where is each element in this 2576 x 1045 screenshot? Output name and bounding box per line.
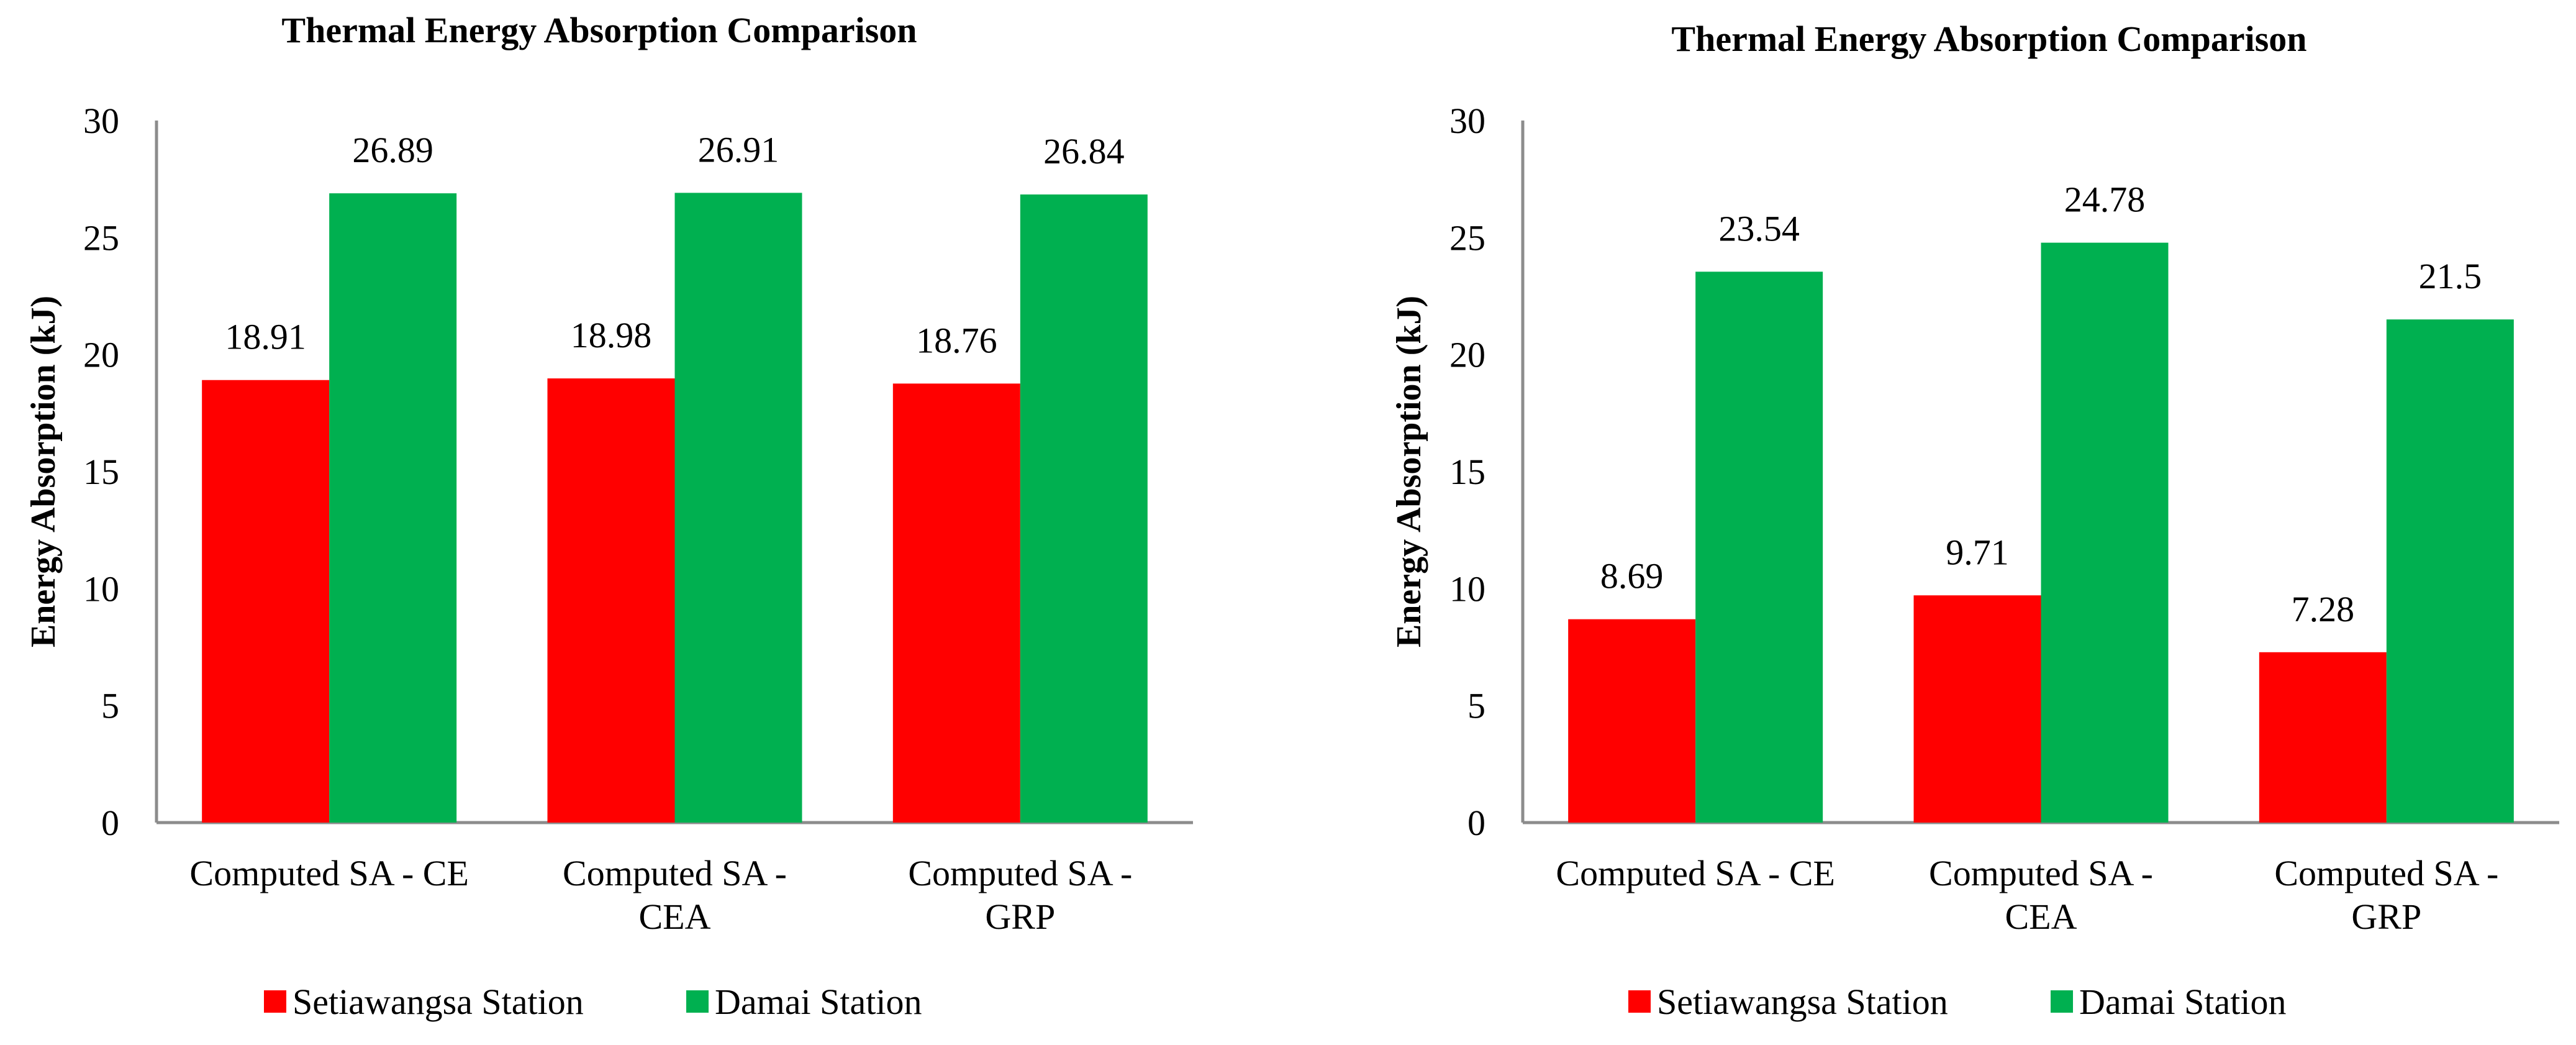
y-tick-label: 0: [1467, 803, 1485, 843]
bar-setiawangsa-2: [2259, 652, 2387, 823]
data-label: 18.98: [571, 315, 652, 355]
x-category-label: Computed SA -: [1929, 853, 2153, 893]
bar-damai-1: [2041, 242, 2169, 823]
bar-setiawangsa-0: [1568, 619, 1696, 823]
data-label: 26.89: [352, 130, 433, 170]
y-tick-label: 15: [1449, 452, 1485, 492]
x-category-label: GRP: [2351, 897, 2421, 937]
data-label: 26.84: [1043, 131, 1125, 171]
y-tick-label: 5: [101, 686, 119, 726]
y-tick-label: 15: [83, 452, 119, 492]
y-tick-label: 30: [83, 101, 119, 141]
y-tick-label: 25: [83, 217, 119, 258]
data-label: 21.5: [2419, 256, 2482, 296]
x-category-label: GRP: [985, 897, 1055, 937]
data-label: 9.71: [1946, 532, 2009, 572]
y-tick-label: 25: [1449, 217, 1485, 258]
data-label: 26.91: [698, 129, 779, 170]
legend-swatch: [1628, 990, 1651, 1013]
y-axis-label: Energy Absorption (kJ): [1390, 296, 1428, 647]
x-category-label: CEA: [2005, 897, 2077, 937]
x-category-label: Computed SA -: [2274, 853, 2498, 893]
legend-label: Setiawangsa Station: [1657, 982, 1948, 1022]
legend-label: Damai Station: [715, 982, 922, 1022]
x-category-label: Computed SA -: [563, 853, 787, 893]
y-tick-label: 10: [83, 568, 119, 609]
bar-setiawangsa-2: [892, 383, 1020, 823]
y-tick-label: 5: [1467, 686, 1485, 726]
bar-setiawangsa-1: [547, 378, 675, 823]
chart-title: Thermal Energy Absorption Comparison: [281, 10, 917, 50]
y-tick-label: 10: [1449, 568, 1485, 609]
y-tick-label: 30: [1449, 101, 1485, 141]
x-category-label: CEA: [639, 897, 711, 937]
bar-damai-2: [1020, 194, 1148, 823]
x-category-label: Computed SA - CE: [189, 853, 469, 893]
data-label: 18.91: [225, 317, 306, 357]
legend-swatch: [2051, 990, 2073, 1013]
y-axis-label: Energy Absorption (kJ): [24, 296, 63, 647]
legend-swatch: [264, 990, 286, 1013]
chart-panel-left: Thermal Energy Absorption Comparison Ener…: [24, 10, 1193, 1022]
data-label: 18.76: [916, 320, 997, 360]
legend-label: Damai Station: [2079, 982, 2286, 1022]
bar-damai-2: [2386, 319, 2514, 823]
x-category-label: Computed SA -: [908, 853, 1132, 893]
x-category-label: Computed SA - CE: [1556, 853, 1835, 893]
bar-setiawangsa-1: [1913, 595, 2041, 823]
legend-label: Setiawangsa Station: [293, 982, 584, 1022]
bar-damai-0: [1695, 272, 1823, 823]
chart-title: Thermal Energy Absorption Comparison: [1671, 19, 2306, 59]
y-tick-label: 20: [83, 335, 119, 375]
data-label: 8.69: [1600, 556, 1664, 596]
bar-damai-1: [674, 193, 802, 823]
data-label: 23.54: [1718, 208, 1800, 249]
data-label: 24.78: [2064, 180, 2146, 220]
bar-setiawangsa-0: [202, 380, 330, 823]
chart-panel-right: Thermal Energy Absorption Comparison Ener…: [1390, 19, 2559, 1022]
bar-damai-0: [329, 193, 457, 823]
data-label: 7.28: [2292, 589, 2355, 629]
legend-swatch: [686, 990, 709, 1013]
y-tick-label: 0: [101, 803, 119, 843]
y-tick-label: 20: [1449, 335, 1485, 375]
